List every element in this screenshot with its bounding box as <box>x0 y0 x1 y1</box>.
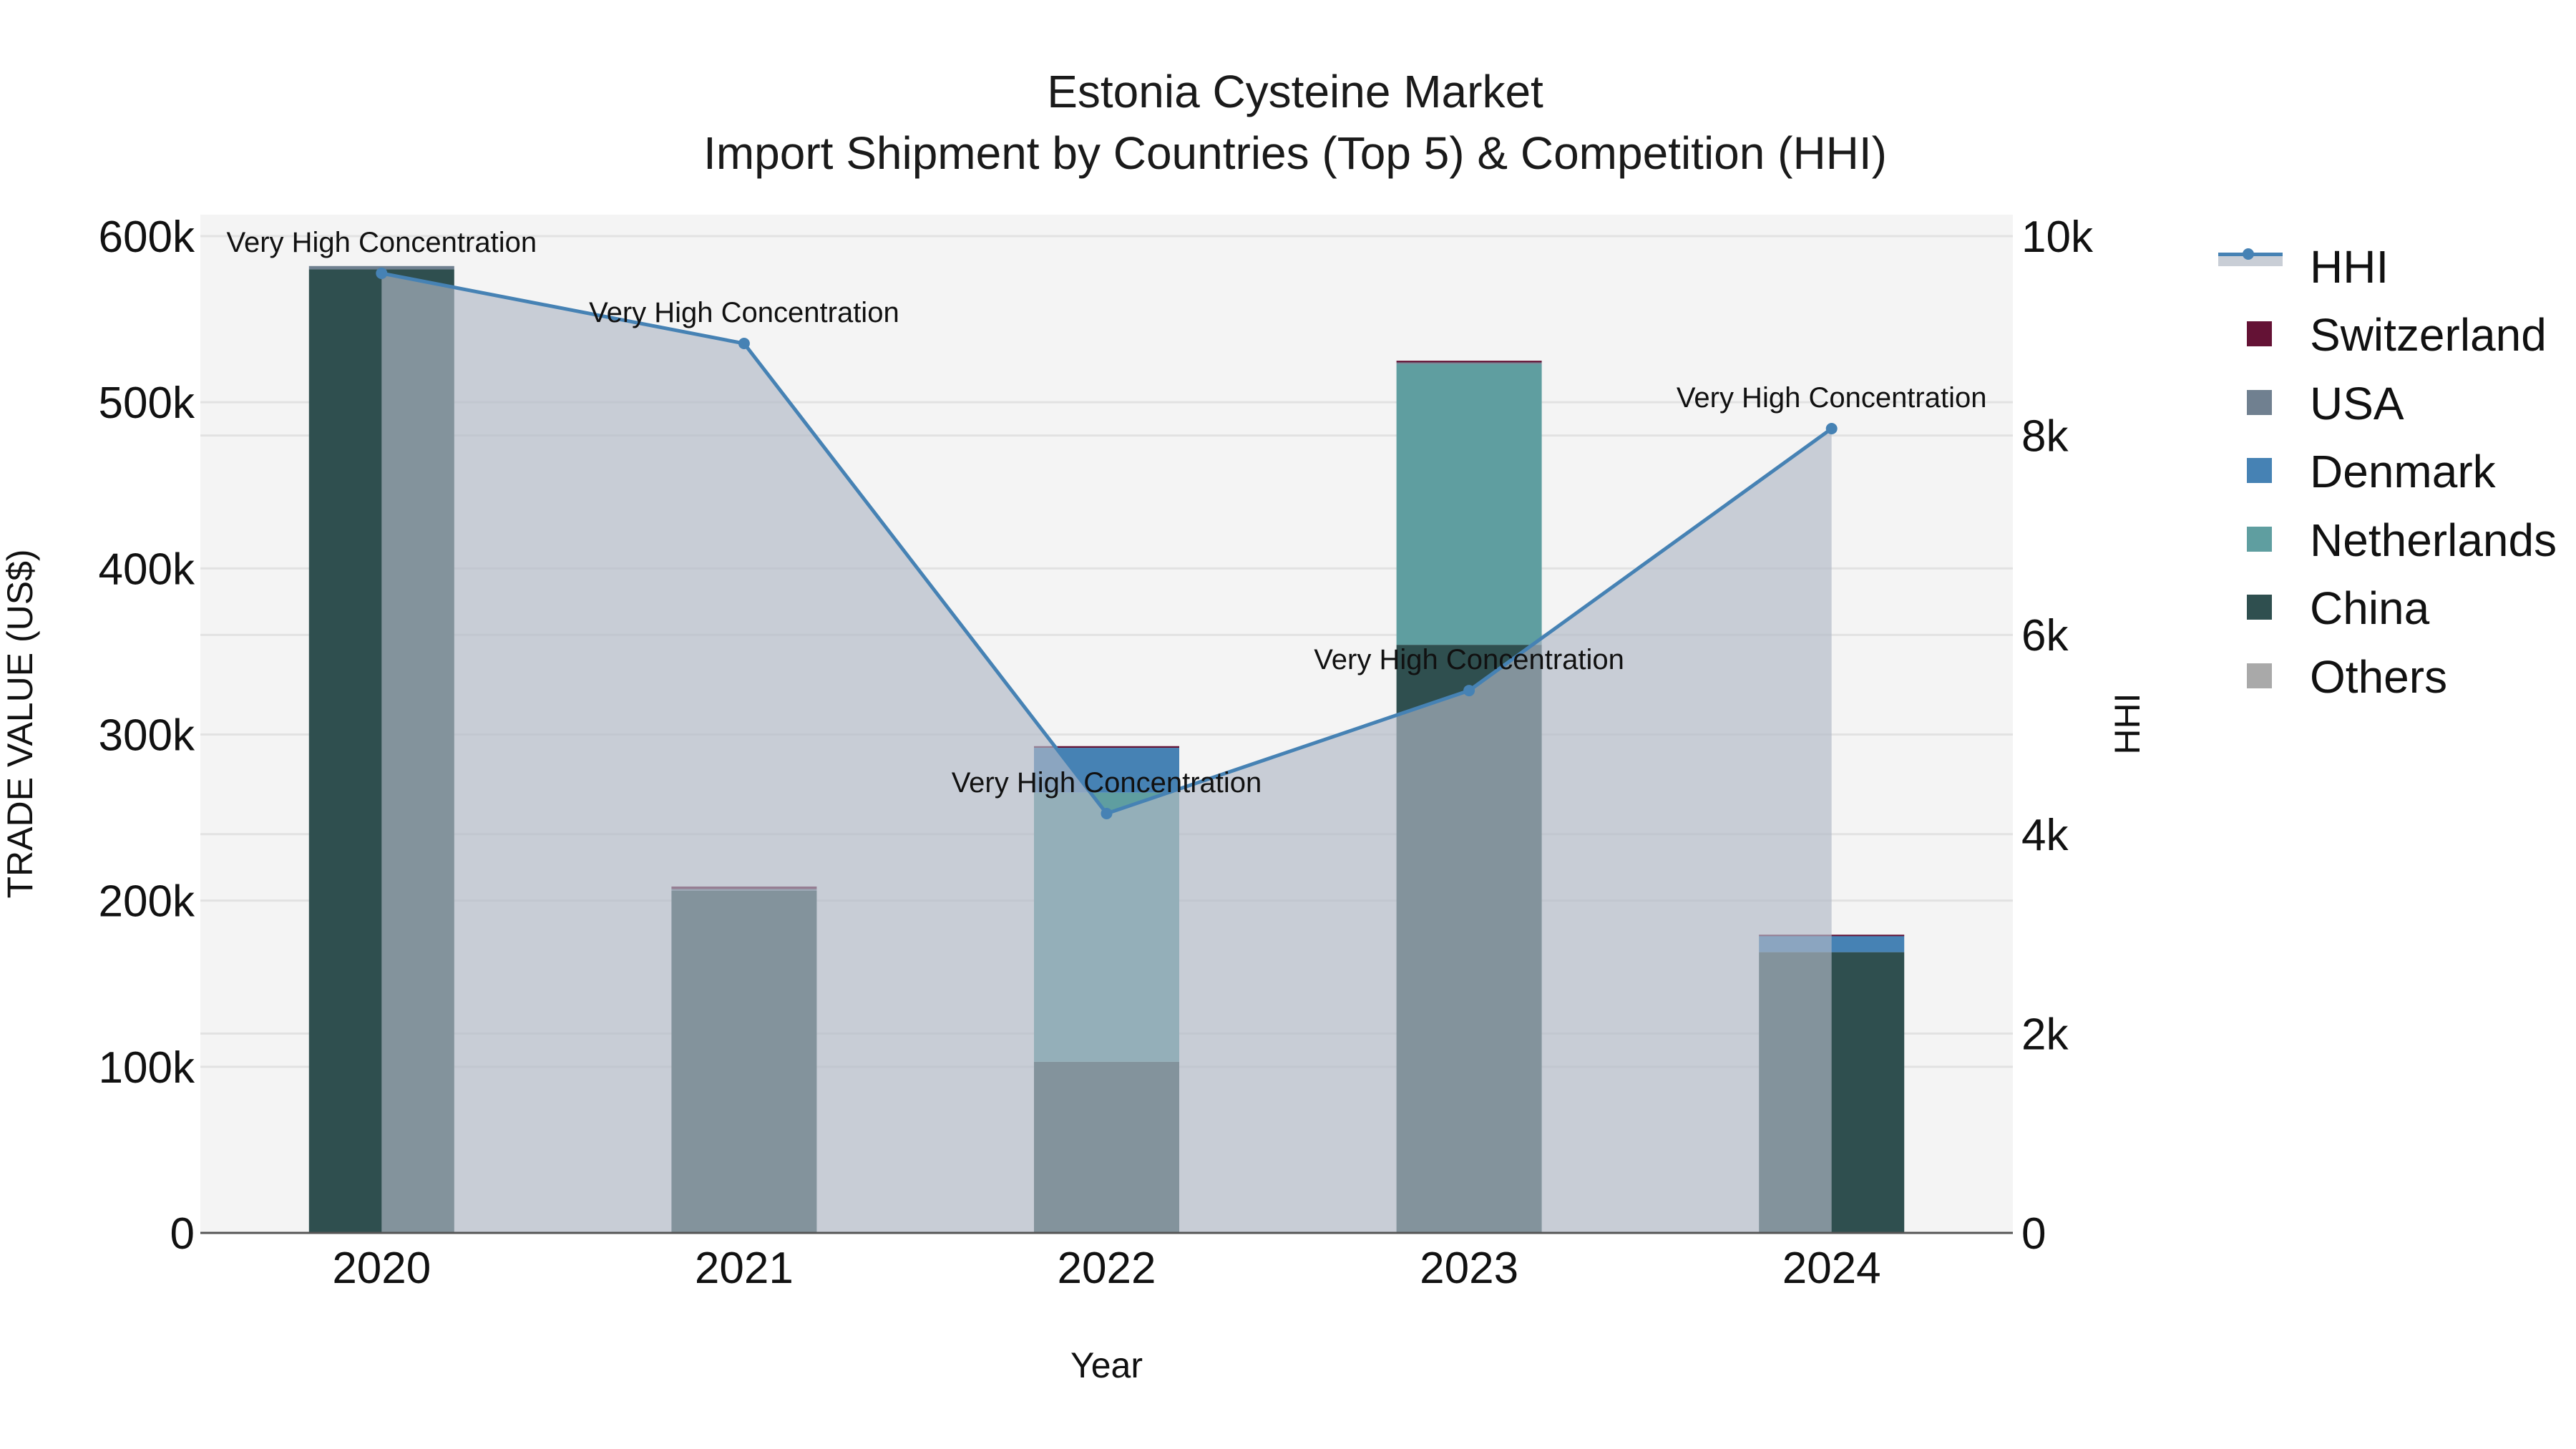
x-tick-label: 2021 <box>695 1244 794 1293</box>
legend-item-netherlands[interactable]: Netherlands <box>2218 506 2557 575</box>
x-tick-label: 2022 <box>1058 1244 1156 1293</box>
legend: HHI Switzerland USA Denmark Netherlands … <box>2218 233 2557 711</box>
legend-label: Denmark <box>2310 446 2496 498</box>
legend-label: Netherlands <box>2310 514 2557 566</box>
legend-label: USA <box>2310 377 2404 429</box>
hhi-annotation: Very High Concentration <box>952 767 1262 799</box>
y2-tick-label: 10k <box>2021 213 2094 262</box>
bar-segment-usa-2023[interactable] <box>1396 362 1542 364</box>
hhi-point[interactable] <box>1463 685 1475 697</box>
hhi-point[interactable] <box>376 267 388 279</box>
hhi-point[interactable] <box>1825 422 1838 434</box>
bar-segment-netherlands-2023[interactable] <box>1396 364 1542 645</box>
x-tick-label: 2023 <box>1420 1244 1518 1293</box>
hhi-area-fill <box>381 273 1832 1234</box>
color-swatch-icon <box>2247 595 2272 620</box>
chart-title-block: Estonia Cysteine Market Import Shipment … <box>0 61 2576 184</box>
hhi-annotation: Very High Concentration <box>1314 644 1624 675</box>
y2-tick-label: 6k <box>2021 611 2069 660</box>
bar-segment-switzerland-2022[interactable] <box>1034 746 1179 748</box>
x-axis-title: Year <box>1070 1345 1143 1385</box>
hhi-point[interactable] <box>1101 807 1113 819</box>
legend-label: Switzerland <box>2310 309 2547 361</box>
chart-title: Estonia Cysteine Market <box>1047 66 1543 117</box>
chart-subtitle: Import Shipment by Countries (Top 5) & C… <box>703 127 1887 179</box>
legend-item-usa[interactable]: USA <box>2218 369 2557 438</box>
legend-item-hhi[interactable]: HHI <box>2218 233 2557 301</box>
x-tick-label: 2024 <box>1782 1244 1881 1293</box>
legend-label: Others <box>2310 650 2448 703</box>
y2-tick-label: 2k <box>2021 1010 2069 1059</box>
y-axis-title: TRADE VALUE (US$) <box>0 549 40 898</box>
y2-tick-label: 0 <box>2021 1209 2046 1259</box>
color-swatch-icon <box>2247 526 2272 552</box>
hhi-annotation: Very High Concentration <box>589 297 899 328</box>
legend-label: HHI <box>2310 240 2389 293</box>
legend-item-others[interactable]: Others <box>2218 643 2557 711</box>
hhi-point[interactable] <box>738 338 750 350</box>
y-tick-label: 400k <box>99 545 195 594</box>
y-tick-label: 0 <box>170 1209 195 1259</box>
x-tick-label: 2020 <box>332 1244 431 1293</box>
legend-item-switzerland[interactable]: Switzerland <box>2218 301 2557 370</box>
y2-tick-label: 4k <box>2021 811 2069 860</box>
line-marker-icon <box>2218 245 2304 288</box>
y-tick-label: 300k <box>99 711 195 761</box>
hhi-annotation: Very High Concentration <box>227 227 537 258</box>
color-swatch-icon <box>2247 663 2272 688</box>
color-swatch-icon <box>2247 458 2272 484</box>
y-tick-label: 200k <box>99 877 195 927</box>
legend-item-china[interactable]: China <box>2218 575 2557 643</box>
y2-tick-label: 8k <box>2021 412 2069 462</box>
legend-label: China <box>2310 582 2430 635</box>
bar-segment-switzerland-2023[interactable] <box>1396 361 1542 363</box>
color-swatch-icon <box>2247 389 2272 415</box>
y-tick-label: 600k <box>99 213 195 262</box>
legend-item-denmark[interactable]: Denmark <box>2218 438 2557 507</box>
hhi-annotation: Very High Concentration <box>1677 382 1987 414</box>
color-swatch-icon <box>2247 321 2272 347</box>
y2-axis-title: HHI <box>2107 693 2147 754</box>
y-tick-label: 500k <box>99 379 195 428</box>
y-tick-label: 100k <box>99 1043 195 1093</box>
